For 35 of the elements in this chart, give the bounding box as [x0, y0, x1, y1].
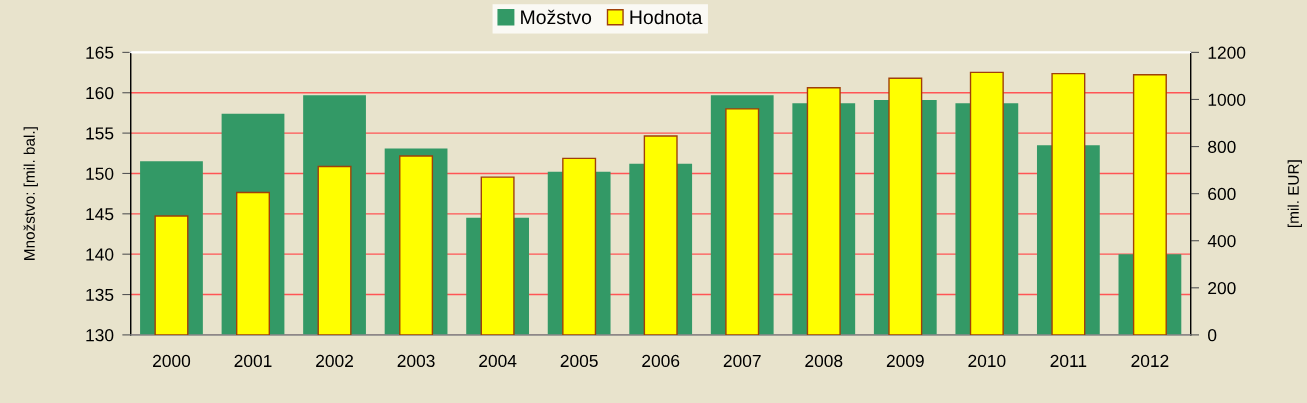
y2-tick-label: 200: [1208, 281, 1236, 295]
bar: [236, 191, 271, 335]
x-tick-label: 2001: [234, 354, 272, 368]
x-tick-label: 2009: [886, 354, 924, 368]
y2-tick-label: 0: [1208, 329, 1217, 342]
y-tick-label: 130: [86, 329, 114, 342]
y2-tick-label: 600: [1208, 187, 1236, 201]
x-tick-label: 2006: [642, 354, 680, 368]
x-tick-label: 2008: [805, 354, 843, 368]
bar: [317, 165, 352, 335]
y2-tick-label: 800: [1208, 140, 1236, 154]
x-tick-label: 2003: [397, 354, 435, 368]
y-tick-label: 165: [86, 46, 114, 59]
y-tick-label: 160: [86, 86, 114, 100]
y2-tick-label: 1200: [1208, 46, 1246, 59]
y-tick-label: 135: [86, 288, 114, 301]
x-tick-label: 2004: [479, 354, 517, 368]
y-tick-label: 140: [86, 248, 114, 261]
y-tick-label: 155: [86, 127, 114, 140]
x-tick-label: 2002: [316, 354, 353, 368]
legend-label: Hodnota: [630, 9, 703, 25]
x-tick-label: 2010: [968, 354, 1006, 368]
y-tick-label: 150: [86, 167, 114, 180]
x-tick-label: 2005: [560, 354, 598, 368]
y-tick-label: 145: [86, 208, 114, 221]
x-tick-label: 2012: [1131, 354, 1169, 368]
x-tick-label: 2007: [723, 354, 761, 368]
x-tick-label: 2011: [1050, 354, 1087, 368]
legend-label: Možstvo: [521, 9, 592, 25]
y2-tick-label: 1000: [1208, 93, 1246, 106]
x-tick-label: 2000: [153, 354, 191, 368]
y2-axis-title: [mil. EUR]: [1287, 160, 1302, 227]
y2-tick-label: 400: [1207, 234, 1236, 248]
y-axis-title: Množstvo: [mil. bal.]: [23, 127, 38, 260]
bar: [154, 215, 189, 335]
